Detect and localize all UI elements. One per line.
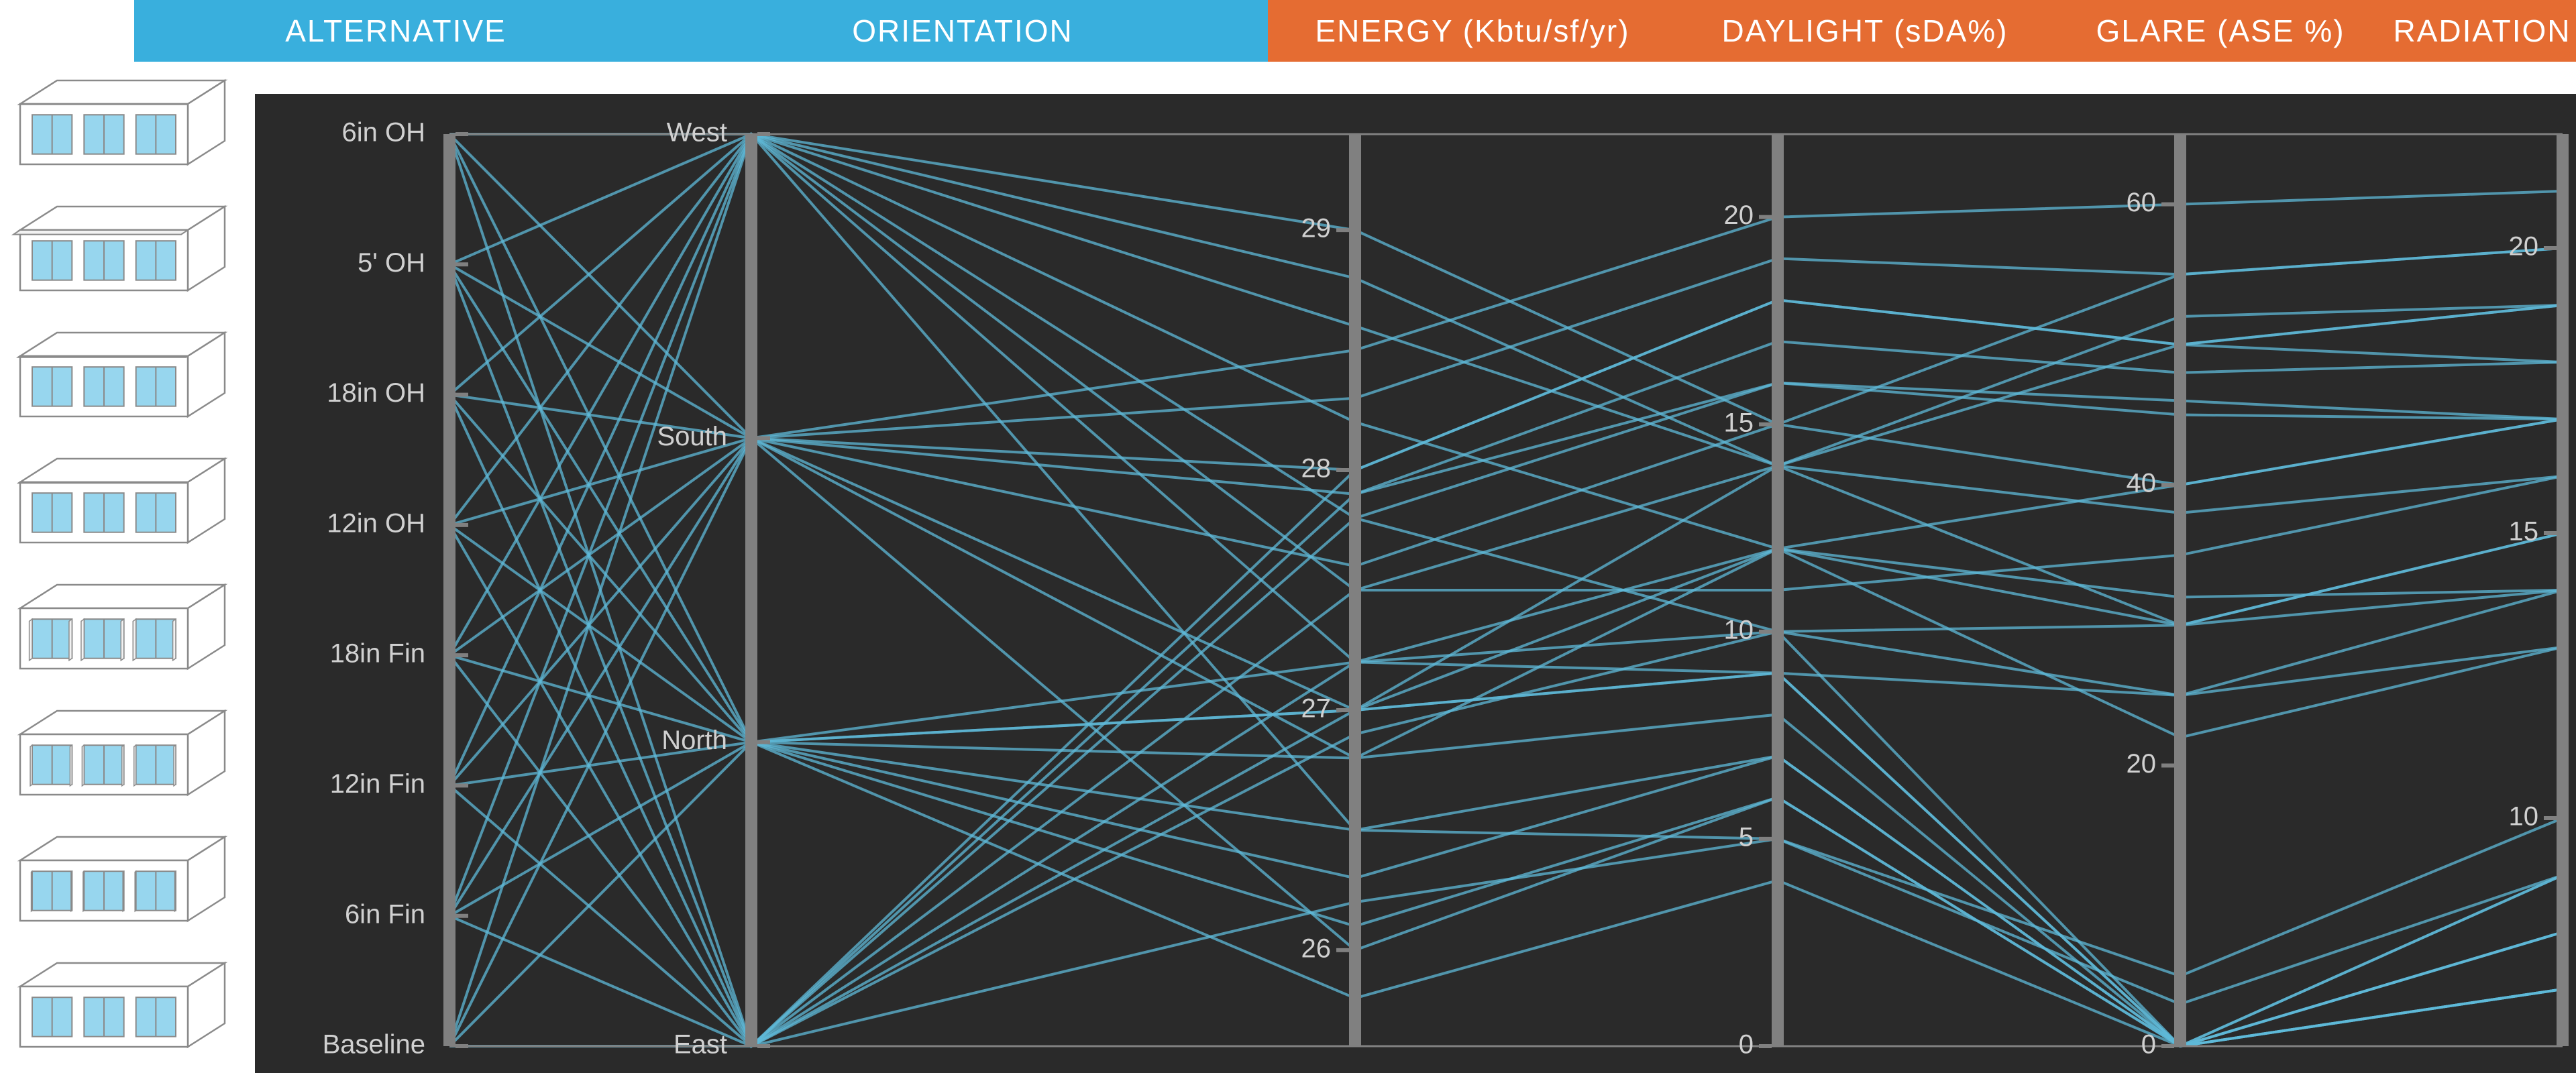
alternative-thumb	[7, 571, 235, 679]
alternative-thumb	[7, 950, 235, 1057]
alternative-thumb	[7, 445, 235, 553]
axis-tick-label: 0	[1739, 1030, 1754, 1060]
header-cell: RADIATION	[2388, 0, 2576, 62]
axis-tick-label: 40	[2127, 469, 2157, 498]
header-cell: ENERGY (Kbtu/sf/yr)	[1268, 0, 1677, 62]
axis-tick-label: 6in Fin	[345, 899, 425, 929]
axis-tick-label: 26	[1301, 933, 1332, 963]
axis-tick-label: 5	[1739, 822, 1754, 852]
axis-tick-label: 12in Fin	[330, 769, 425, 799]
axis-bar[interactable]	[2557, 134, 2569, 1046]
alternative-thumb	[7, 319, 235, 427]
alternative-thumb	[7, 697, 235, 805]
alternative-thumb	[7, 193, 235, 300]
axis-tick-label: West	[667, 118, 727, 148]
axis-bar[interactable]	[443, 134, 455, 1046]
axis-tick-label: South	[657, 422, 727, 451]
parallel-coordinates-chart: 6in OH 5' OH 18in OH 12in OH 18in Fin 12in Fi…	[255, 94, 2576, 1073]
axis-bar[interactable]	[1772, 134, 1784, 1046]
axis-tick-label: 10	[2509, 802, 2539, 832]
axis-tick-label: East	[674, 1030, 727, 1060]
axis-tick-label: 12in OH	[327, 508, 425, 538]
axis-bar[interactable]	[1349, 134, 1361, 1046]
axis-tick-label: 5' OH	[358, 248, 425, 278]
axis-tick-label: 29	[1301, 214, 1332, 243]
axis-tick-label: 0	[2141, 1030, 2156, 1060]
header-cell: DAYLIGHT (sDA%)	[1677, 0, 2053, 62]
axis-tick-label: 28	[1301, 454, 1332, 484]
axis-tick-label: 15	[1724, 408, 1754, 437]
axis-tick-label: 18in Fin	[330, 639, 425, 669]
axis-tick-label: 15	[2509, 517, 2539, 547]
axis-tick-label: 10	[1724, 615, 1754, 644]
axis-tick-label: 6in OH	[342, 118, 426, 148]
header-cell: GLARE (ASE %)	[2053, 0, 2388, 62]
axis-bar[interactable]	[745, 134, 757, 1046]
axis-tick-label: Baseline	[323, 1030, 425, 1060]
header-cell: ORIENTATION	[657, 0, 1268, 62]
header-bar: ALTERNATIVEORIENTATIONENERGY (Kbtu/sf/yr…	[134, 0, 2576, 62]
header-cell: ALTERNATIVE	[134, 0, 657, 62]
alternative-thumb	[7, 67, 235, 174]
axis-bar[interactable]	[2174, 134, 2186, 1046]
axis-tick-label: 20	[2509, 232, 2539, 262]
axis-tick-label: 20	[1724, 201, 1754, 230]
axis-tick-label: 60	[2127, 188, 2157, 217]
axis-tick-label: 18in OH	[327, 378, 425, 408]
axis-tick-label: North	[661, 726, 727, 755]
axis-tick-label: 27	[1301, 694, 1332, 724]
alternative-thumb	[7, 824, 235, 931]
axis-tick-label: 20	[2127, 749, 2157, 779]
